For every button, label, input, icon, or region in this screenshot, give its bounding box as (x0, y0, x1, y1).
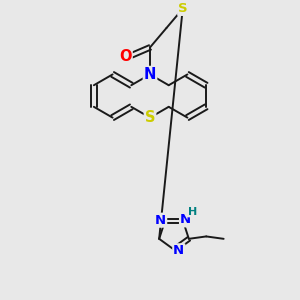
Text: N: N (144, 67, 156, 82)
Text: N: N (180, 213, 191, 226)
Text: S: S (145, 110, 155, 125)
Text: N: N (155, 214, 166, 227)
Text: O: O (119, 49, 132, 64)
Text: S: S (178, 2, 188, 15)
Text: N: N (173, 244, 184, 257)
Text: H: H (188, 207, 197, 217)
